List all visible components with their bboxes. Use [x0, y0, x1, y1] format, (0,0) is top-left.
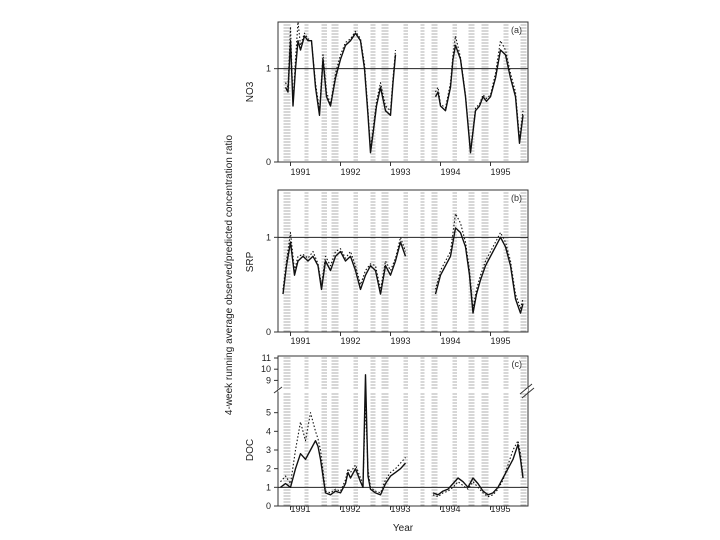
y-tick-label: 1 [266, 64, 271, 74]
x-tick-label: 1995 [490, 167, 510, 177]
x-tick-label: 1991 [290, 167, 310, 177]
shaded-period [283, 22, 291, 162]
shaded-period [420, 190, 425, 332]
panel-a: 0 1 NO3 (a) 1991 1992 1993 1994 1995 [245, 21, 529, 177]
y-tick-label: 11 [262, 353, 271, 363]
x-tick-label: 1992 [340, 167, 360, 177]
axis-break-mark [519, 383, 533, 395]
panel-letter: (a) [511, 25, 522, 35]
x-tick-label: 1993 [390, 336, 410, 346]
x-tick-label: 1991 [290, 336, 310, 346]
shaded-period [283, 356, 291, 506]
x-tick-label: 1994 [440, 504, 460, 514]
shaded-period [321, 190, 327, 332]
panel-y-label: NO3 [245, 81, 256, 102]
x-tick-label: 1991 [290, 504, 310, 514]
shaded-period [503, 22, 509, 162]
shaded-period [452, 22, 457, 162]
panel-frame [277, 189, 529, 333]
x-tick-label: 1995 [490, 336, 510, 346]
panel-frame [277, 21, 529, 163]
panel-frame [277, 355, 529, 507]
y-tick-label: 1 [266, 482, 271, 492]
shaded-period [370, 190, 376, 332]
series-line-dotted [280, 402, 524, 498]
shaded-period [481, 356, 489, 506]
shaded-period [468, 190, 475, 332]
shaded-period [431, 190, 438, 332]
x-tick-label: 1995 [490, 504, 510, 514]
shaded-period [520, 356, 527, 506]
shaded-period [381, 356, 389, 506]
shaded-period [304, 190, 309, 332]
panel-y-label: DOC [245, 439, 256, 461]
shaded-period [520, 190, 527, 332]
series-line-solid [284, 32, 524, 154]
y-tick-label: 10 [261, 364, 271, 374]
shaded-period [431, 22, 438, 162]
panel-y-label: SRP [245, 251, 256, 272]
x-tick-label: 1993 [390, 504, 410, 514]
shaded-period [353, 190, 358, 332]
y-tick-label: 0 [266, 501, 271, 511]
y-tick-label: 3 [266, 445, 271, 455]
series-line-dotted [285, 21, 524, 152]
shaded-period [353, 356, 358, 506]
shaded-period [452, 190, 457, 332]
panel-b: 0 1 SRP (b) 1991 1992 1993 1994 1995 [245, 189, 529, 346]
y-tick-label: 0 [266, 157, 271, 167]
x-tick-label: 1992 [340, 336, 360, 346]
y-tick-label: 0 [266, 327, 271, 337]
series-line-dotted [282, 213, 524, 309]
y-tick-label: 5 [266, 408, 271, 418]
shaded-period [353, 22, 358, 162]
shaded-period [331, 356, 339, 506]
shaded-period [468, 22, 475, 162]
shaded-period [452, 356, 457, 506]
shaded-period [403, 22, 408, 162]
shaded-period [304, 356, 309, 506]
y-tick-label: 4 [266, 426, 271, 436]
shaded-period [321, 356, 327, 506]
axis-break-mark [273, 386, 283, 394]
shaded-period [331, 190, 339, 332]
x-tick-label: 1994 [440, 336, 460, 346]
series-line-solid [280, 374, 524, 496]
shaded-period [420, 356, 425, 506]
y-tick-label: 2 [266, 464, 271, 474]
x-tick-label: 1993 [390, 167, 410, 177]
shaded-period [321, 22, 327, 162]
shaded-period [370, 22, 376, 162]
shaded-period [381, 22, 389, 162]
shaded-period [503, 190, 509, 332]
y-tick-label: 9 [266, 375, 271, 385]
panel-letter: (b) [511, 193, 522, 203]
shaded-period [481, 22, 489, 162]
y-tick-label: 1 [266, 232, 271, 242]
shaded-period [331, 22, 339, 162]
figure-x-axis-label: Year [393, 523, 414, 534]
x-tick-label: 1992 [340, 504, 360, 514]
panel-letter: (c) [512, 359, 523, 369]
shaded-period [403, 190, 408, 332]
shaded-period [420, 22, 425, 162]
shaded-period [370, 356, 376, 506]
shaded-period [468, 356, 475, 506]
axis-break-mark [521, 387, 535, 399]
x-tick-label: 1994 [440, 167, 460, 177]
shaded-period [503, 356, 509, 506]
shaded-period [381, 190, 389, 332]
series-line-solid [282, 227, 524, 314]
shaded-period [403, 356, 408, 506]
shaded-period [431, 356, 438, 506]
figure-y-axis-label: 4-week running average observed/predicte… [224, 134, 235, 415]
shaded-period [520, 22, 527, 162]
shaded-period [304, 22, 309, 162]
